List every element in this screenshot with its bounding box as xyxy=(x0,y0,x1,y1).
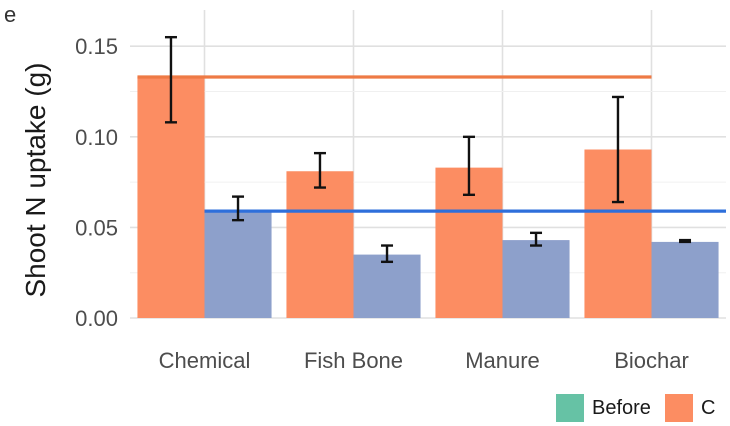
x-tick-label: Manure xyxy=(465,348,540,373)
error-bar xyxy=(381,244,394,264)
y-axis-label: Shoot N uptake (g) xyxy=(20,62,51,297)
x-tick-label: Fish Bone xyxy=(304,348,403,373)
x-tick-label: Biochar xyxy=(614,348,689,373)
error-bar xyxy=(611,95,624,204)
reference-lines xyxy=(137,75,726,213)
bar xyxy=(353,254,421,318)
bar xyxy=(502,240,570,318)
legend: Before C xyxy=(556,394,729,422)
x-axis-ticks: Chemical Fish Bone Manure Biochar xyxy=(159,348,689,373)
legend-key-before xyxy=(556,394,584,422)
error-bar xyxy=(462,135,475,197)
error-bar xyxy=(232,195,245,222)
legend-item-before: Before xyxy=(556,394,651,422)
y-tick-label: 0.05 xyxy=(75,215,118,240)
legend-label-before: Before xyxy=(592,396,651,419)
y-axis-ticks: 0.00 0.05 0.10 0.15 xyxy=(75,34,118,331)
error-bar xyxy=(164,35,177,124)
bar xyxy=(651,241,719,318)
panel-tag: e xyxy=(4,2,17,27)
error-bar xyxy=(530,231,543,247)
bars xyxy=(137,77,719,318)
y-tick-label: 0.10 xyxy=(75,125,118,150)
legend-item-c: C xyxy=(664,394,716,422)
error-bar xyxy=(679,238,692,244)
legend-key-c xyxy=(664,394,693,422)
bar xyxy=(286,171,354,318)
y-tick-label: 0.00 xyxy=(75,306,118,331)
y-tick-label: 0.15 xyxy=(75,34,118,59)
bar xyxy=(204,211,272,318)
x-tick-label: Chemical xyxy=(159,348,251,373)
legend-label-c: C xyxy=(700,396,716,419)
error-bar xyxy=(313,151,326,189)
error-bars xyxy=(164,35,692,264)
